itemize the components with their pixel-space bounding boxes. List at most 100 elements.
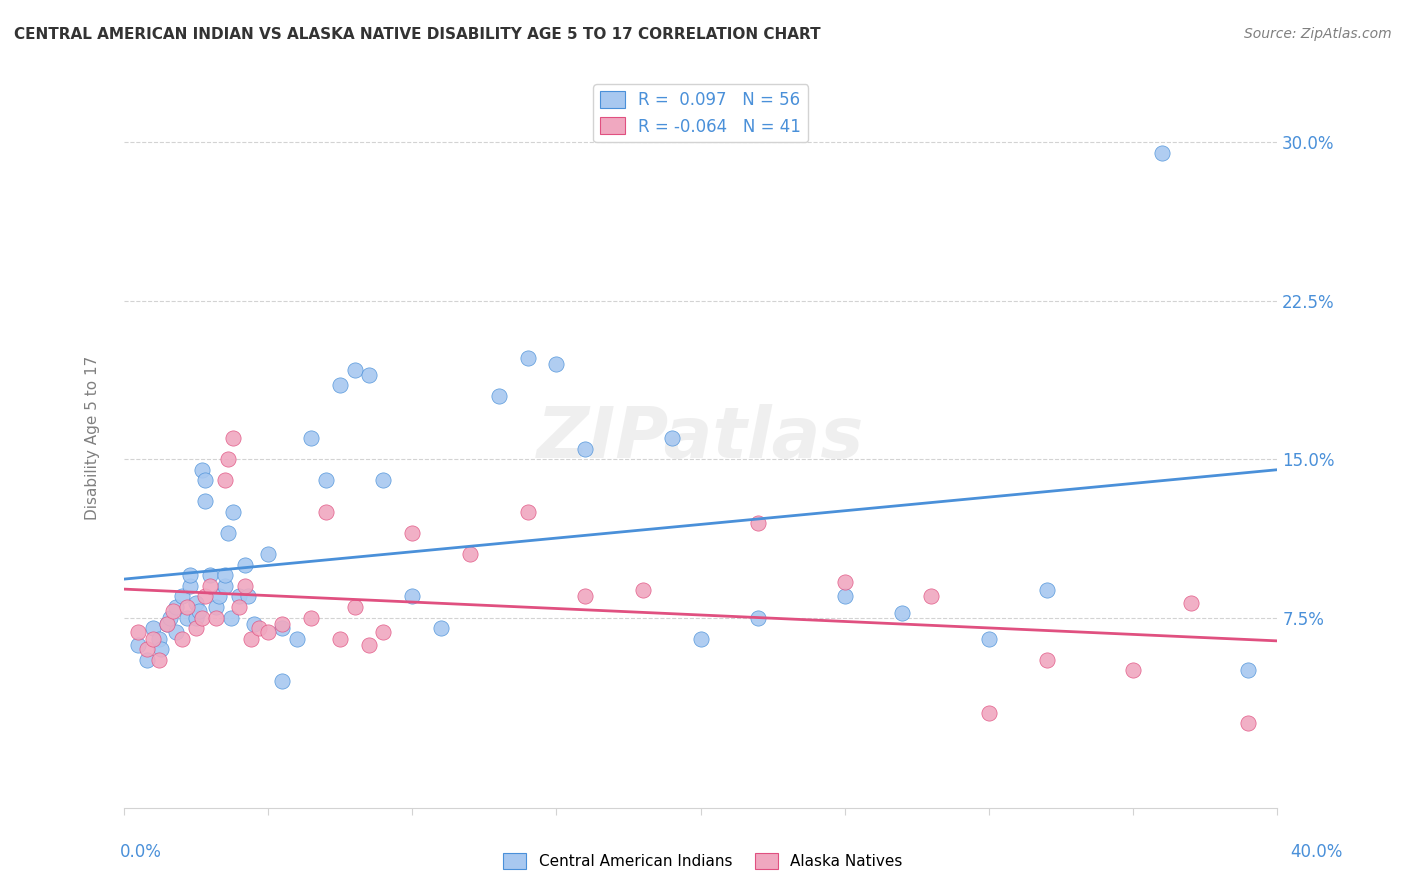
- Point: [661, 431, 683, 445]
- Point: [191, 610, 214, 624]
- Point: [977, 632, 1000, 646]
- Point: [315, 505, 337, 519]
- Point: [159, 610, 181, 624]
- Point: [401, 526, 423, 541]
- Point: [747, 516, 769, 530]
- Point: [1180, 596, 1202, 610]
- Point: [257, 547, 280, 561]
- Point: [574, 442, 596, 456]
- Point: [631, 583, 654, 598]
- Point: [217, 526, 239, 541]
- Point: [516, 505, 538, 519]
- Point: [299, 431, 322, 445]
- Point: [516, 351, 538, 365]
- Point: [136, 642, 159, 657]
- Point: [1237, 664, 1260, 678]
- Point: [401, 590, 423, 604]
- Text: 0.0%: 0.0%: [120, 843, 162, 861]
- Point: [184, 596, 207, 610]
- Legend: Central American Indians, Alaska Natives: Central American Indians, Alaska Natives: [498, 847, 908, 875]
- Point: [148, 632, 170, 646]
- Point: [170, 590, 193, 604]
- Point: [214, 568, 236, 582]
- Point: [574, 590, 596, 604]
- Point: [214, 579, 236, 593]
- Point: [689, 632, 711, 646]
- Point: [165, 599, 187, 614]
- Point: [184, 621, 207, 635]
- Point: [430, 621, 453, 635]
- Point: [239, 632, 262, 646]
- Point: [127, 625, 149, 640]
- Point: [205, 610, 228, 624]
- Point: [142, 632, 165, 646]
- Point: [1122, 664, 1144, 678]
- Point: [194, 590, 217, 604]
- Point: [242, 616, 264, 631]
- Point: [194, 473, 217, 487]
- Point: [329, 378, 352, 392]
- Point: [373, 625, 395, 640]
- Point: [148, 653, 170, 667]
- Text: 40.0%: 40.0%: [1291, 843, 1343, 861]
- Legend: R =  0.097   N = 56, R = -0.064   N = 41: R = 0.097 N = 56, R = -0.064 N = 41: [593, 84, 808, 142]
- Text: ZIPatlas: ZIPatlas: [537, 403, 865, 473]
- Point: [271, 621, 294, 635]
- Point: [920, 590, 942, 604]
- Point: [200, 579, 222, 593]
- Point: [170, 632, 193, 646]
- Point: [162, 604, 184, 618]
- Point: [1035, 583, 1057, 598]
- Point: [891, 607, 914, 621]
- Point: [236, 590, 259, 604]
- Point: [357, 638, 380, 652]
- Point: [127, 638, 149, 652]
- Point: [488, 389, 510, 403]
- Point: [233, 579, 256, 593]
- Point: [150, 642, 173, 657]
- Point: [1150, 146, 1173, 161]
- Point: [142, 621, 165, 635]
- Point: [136, 653, 159, 667]
- Point: [217, 452, 239, 467]
- Point: [200, 568, 222, 582]
- Point: [977, 706, 1000, 720]
- Point: [315, 473, 337, 487]
- Point: [205, 599, 228, 614]
- Point: [834, 574, 856, 589]
- Point: [194, 494, 217, 508]
- Point: [191, 463, 214, 477]
- Point: [271, 673, 294, 688]
- Point: [249, 621, 271, 635]
- Point: [299, 610, 322, 624]
- Point: [179, 579, 201, 593]
- Point: [222, 505, 245, 519]
- Point: [546, 357, 568, 371]
- Point: [747, 610, 769, 624]
- Point: [184, 610, 207, 624]
- Y-axis label: Disability Age 5 to 17: Disability Age 5 to 17: [86, 356, 100, 520]
- Point: [228, 599, 250, 614]
- Text: Source: ZipAtlas.com: Source: ZipAtlas.com: [1244, 27, 1392, 41]
- Point: [329, 632, 352, 646]
- Point: [458, 547, 481, 561]
- Text: CENTRAL AMERICAN INDIAN VS ALASKA NATIVE DISABILITY AGE 5 TO 17 CORRELATION CHAR: CENTRAL AMERICAN INDIAN VS ALASKA NATIVE…: [14, 27, 821, 42]
- Point: [214, 473, 236, 487]
- Point: [271, 616, 294, 631]
- Point: [156, 616, 179, 631]
- Point: [208, 590, 231, 604]
- Point: [1237, 716, 1260, 731]
- Point: [1035, 653, 1057, 667]
- Point: [257, 625, 280, 640]
- Point: [187, 604, 209, 618]
- Point: [179, 568, 201, 582]
- Point: [343, 363, 366, 377]
- Point: [834, 590, 856, 604]
- Point: [219, 610, 242, 624]
- Point: [373, 473, 395, 487]
- Point: [343, 599, 366, 614]
- Point: [228, 590, 250, 604]
- Point: [233, 558, 256, 572]
- Point: [176, 610, 198, 624]
- Point: [285, 632, 308, 646]
